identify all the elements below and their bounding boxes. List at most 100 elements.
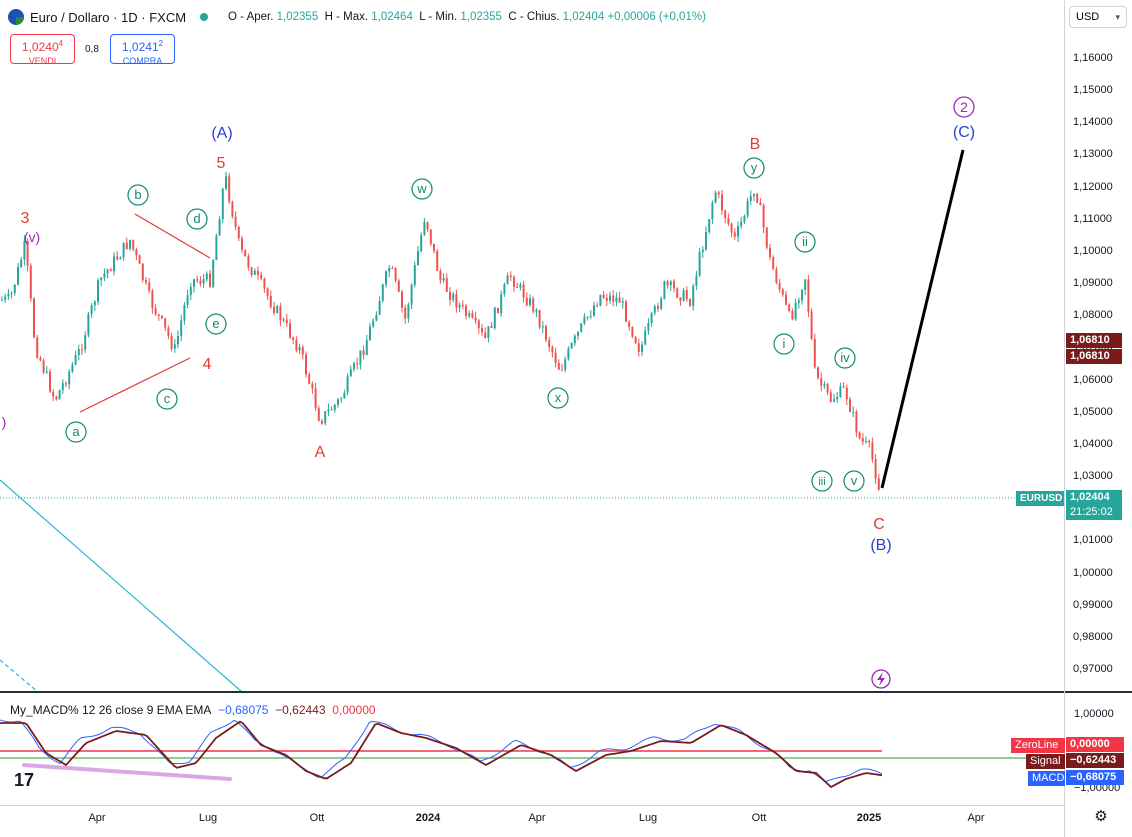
macd-axis-top: 1,00000 <box>1074 708 1114 720</box>
candle-body <box>455 293 458 308</box>
wave-label-ii-circled[interactable]: ii <box>794 231 816 253</box>
wave-label-y-circled[interactable]: y <box>743 157 765 179</box>
pane-separator[interactable] <box>0 691 1132 693</box>
time-axis[interactable]: Apr Lug Ott 2024 Apr Lug Ott 2025 Apr <box>0 805 1064 837</box>
candle-body <box>298 347 301 351</box>
candle-body <box>631 327 634 337</box>
candle-body <box>333 404 336 410</box>
wave-label-i-circled[interactable]: i <box>773 333 795 355</box>
signal-line <box>0 720 883 789</box>
candle-body <box>609 295 611 301</box>
wave-label-b-circled[interactable]: b <box>127 184 149 206</box>
wave-label-5[interactable]: 5 <box>217 155 226 172</box>
time-tick: Ott <box>751 812 767 824</box>
candle-body <box>749 196 752 201</box>
chart-header[interactable]: Euro / Dollaro · 1D · FXCM O - Aper. 1,0… <box>8 7 706 27</box>
settings-gear-icon[interactable]: ⚙ <box>1094 808 1108 825</box>
trendline-cyan[interactable] <box>0 479 243 692</box>
candle-body <box>164 318 167 328</box>
price-tick: 0,98000 <box>1073 631 1113 643</box>
zeroline-value: 0,00000 <box>1066 737 1124 752</box>
candle-body <box>788 304 791 311</box>
wave-label-iii-circled[interactable]: iii <box>811 470 833 492</box>
wave-label-C-paren[interactable]: (C) <box>953 124 975 141</box>
time-tick: Apr <box>528 812 546 824</box>
wave-label-x-circled[interactable]: x <box>547 387 569 409</box>
wave-label-v-circled[interactable]: v <box>843 470 865 492</box>
candle-body <box>570 343 573 349</box>
candle-body <box>420 234 423 252</box>
price-label-countdown: 21:25:02 <box>1066 505 1122 520</box>
macd-divergence-line[interactable] <box>22 763 232 781</box>
market-status-icon[interactable] <box>200 13 209 21</box>
projection-line[interactable] <box>880 149 965 489</box>
wave-label-iv-circled[interactable]: iv <box>834 347 856 369</box>
candle-body <box>234 216 237 227</box>
candle-body <box>138 255 141 264</box>
candle-body <box>532 298 535 312</box>
wave-label-B[interactable]: B <box>750 136 761 153</box>
candle-body <box>225 176 227 189</box>
buy-button[interactable]: 1,02412 COMPRA <box>110 34 175 66</box>
candle-body <box>36 337 39 358</box>
trendline-cyan-dashed[interactable] <box>0 659 39 692</box>
candle-body <box>369 326 371 341</box>
wave-label-c-circled[interactable]: c <box>156 388 178 410</box>
candle-body <box>388 268 391 272</box>
wave-label-4[interactable]: 4 <box>203 356 212 373</box>
candle-body <box>273 306 275 313</box>
trendline-red-lower[interactable] <box>79 357 191 413</box>
currency-selector[interactable]: USD ▾ <box>1069 6 1127 28</box>
wave-label-3[interactable]: 3 <box>21 210 30 227</box>
wave-label-e-text: e <box>212 316 219 331</box>
wave-label-e-circled[interactable]: e <box>205 313 227 335</box>
wave-label-C[interactable]: C <box>873 516 885 533</box>
wave-label-d-circled[interactable]: d <box>186 208 208 230</box>
candle-body <box>97 280 99 302</box>
wave-label-a-circled[interactable]: a <box>65 421 87 443</box>
candle-body <box>842 386 845 388</box>
candle-body <box>727 218 730 224</box>
zeroline-name: ZeroLine <box>1011 738 1065 753</box>
wave-label-a-text: a <box>72 424 80 439</box>
candle-body <box>769 247 771 258</box>
wave-label-w-circled[interactable]: w <box>411 178 433 200</box>
candle-body <box>103 273 106 278</box>
candle-body <box>100 277 103 281</box>
wave-label-B-paren[interactable]: (B) <box>870 537 891 554</box>
candle-body <box>442 278 445 281</box>
candle-body <box>212 260 215 287</box>
candle-body <box>615 297 618 302</box>
candle-body <box>772 257 775 270</box>
candle-body <box>180 320 183 336</box>
candle-body <box>276 306 279 313</box>
candle-body <box>813 338 816 368</box>
symbol-title[interactable]: Euro / Dollaro · 1D · FXCM <box>30 9 187 25</box>
candle-body <box>343 392 346 399</box>
candle-body <box>372 320 375 327</box>
wave-label-A[interactable]: A <box>315 444 326 461</box>
sell-button[interactable]: 1,02404 VENDI <box>10 34 75 66</box>
candle-body <box>516 286 519 288</box>
wave-label-ii-text: ii <box>802 234 808 249</box>
candle-body <box>781 289 784 295</box>
candle-body <box>669 281 672 286</box>
candle-body <box>177 335 179 345</box>
candle-body <box>474 317 477 321</box>
wave-label-v-paren[interactable]: (v) <box>24 229 40 245</box>
price-chart[interactable]: (A) 5 3 (v) 4 A B C (B) (C) ) 2 a b c d e w x y… <box>0 0 1064 692</box>
candle-body <box>321 420 323 424</box>
candle-body <box>244 249 247 257</box>
candle-body <box>775 269 778 283</box>
lightning-icon[interactable] <box>871 669 891 689</box>
candle-body <box>679 297 682 301</box>
wave-label-w-text: w <box>416 181 427 196</box>
candle-body <box>753 193 755 197</box>
wave-label-2-circled[interactable]: 2 <box>953 96 975 118</box>
tradingview-logo[interactable]: 17 <box>14 770 35 790</box>
macd-legend[interactable]: My_MACD% 12 26 close 9 EMA EMA −0,68075 … <box>10 703 376 717</box>
trendline-red-upper[interactable] <box>134 213 211 259</box>
candle-body <box>618 297 621 303</box>
wave-label-A-paren[interactable]: (A) <box>211 125 232 142</box>
macd-pane[interactable] <box>0 693 1064 805</box>
